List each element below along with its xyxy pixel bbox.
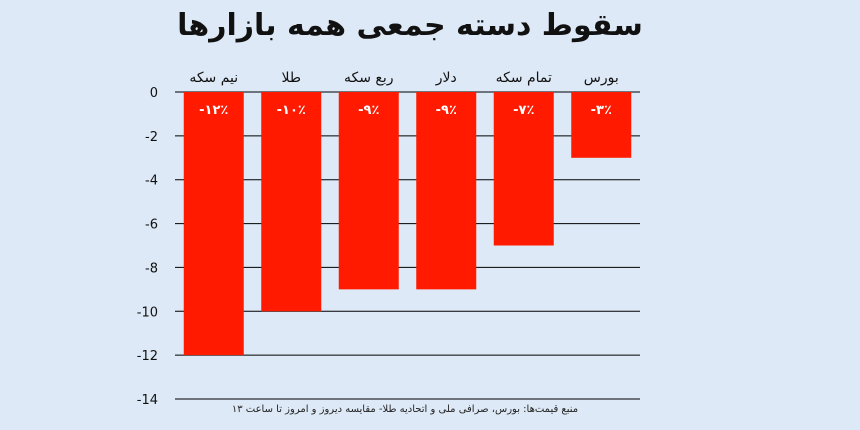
- data-label: -۱۲٪: [199, 103, 228, 118]
- bar: [183, 92, 244, 356]
- y-tick-label: -8: [145, 261, 158, 276]
- data-labels: -۱۲٪ -۱۰٪ -۹٪ -۹٪ -۷٪ -۳٪: [199, 103, 612, 118]
- bars: [183, 92, 632, 356]
- data-label: -۷٪: [513, 103, 534, 118]
- y-tick-label: -2: [145, 130, 158, 145]
- bar: [571, 92, 632, 158]
- data-label: -۹٪: [436, 103, 457, 118]
- category-label: دلار: [435, 70, 457, 86]
- y-axis-ticks: 0 -2 -4 -6 -8 -10 -12 -14: [137, 86, 158, 408]
- category-label: بورس: [584, 70, 619, 86]
- chart-title: سقوط دسته جمعی همه بازارها: [177, 8, 643, 43]
- data-label: -۹٪: [358, 103, 379, 118]
- y-tick-label: -6: [145, 218, 158, 233]
- bar: [338, 92, 399, 290]
- data-label: -۱۰٪: [277, 103, 306, 118]
- category-label: طلا: [282, 70, 302, 86]
- category-label: نیم سکه: [189, 70, 238, 86]
- data-label: -۳٪: [591, 103, 612, 118]
- y-tick-label: -14: [137, 393, 158, 408]
- y-tick-label: -10: [137, 305, 158, 320]
- bar: [416, 92, 477, 290]
- y-tick-label: -4: [145, 174, 158, 189]
- bar: [261, 92, 322, 312]
- category-label: تمام سکه: [496, 70, 552, 86]
- source-note: منبع قیمت‌ها: بورس، صرافی ملی و اتحادیه …: [231, 404, 579, 415]
- category-label: ربع سکه: [344, 70, 394, 86]
- grid-lines: [175, 91, 640, 400]
- bar: [493, 92, 554, 246]
- y-tick-label: 0: [150, 86, 158, 101]
- y-tick-label: -12: [137, 349, 158, 364]
- category-labels: نیم سکه طلا ربع سکه دلار تمام سکه بورس: [189, 70, 618, 86]
